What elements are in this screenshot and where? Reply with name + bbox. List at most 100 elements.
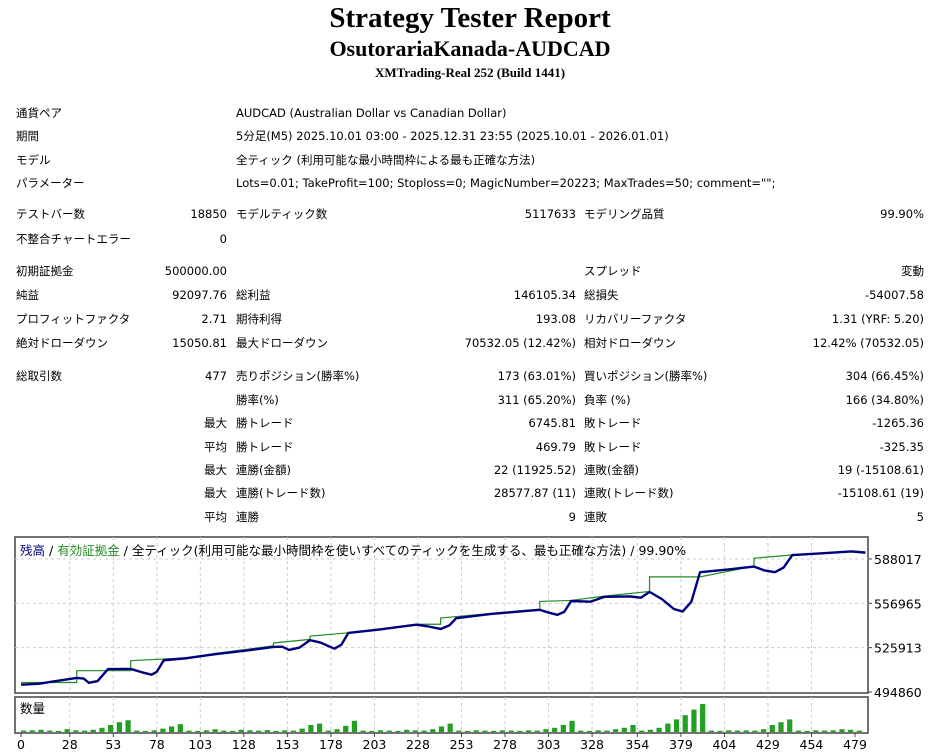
legend-separator: /	[626, 543, 639, 558]
volume-bar	[421, 730, 427, 732]
volume-bar	[351, 720, 358, 732]
volume-bar	[464, 730, 471, 732]
volume-bar	[430, 729, 436, 732]
x-tick-label: 354	[625, 737, 649, 752]
info-value: 全ティック (利用可能な最小時間枠による最も正確な方法)	[236, 153, 536, 167]
stat-label: モデリング品質	[584, 207, 665, 221]
stat-label: 負率 (%)	[584, 393, 631, 407]
volume-bar	[151, 730, 157, 732]
stat-value: 22 (11925.52)	[493, 463, 576, 477]
volume-bar	[856, 730, 862, 732]
stat-label: 絶対ドローダウン	[16, 336, 108, 350]
info-value: Lots=0.01; TakeProfit=100; Stoploss=0; M…	[236, 176, 776, 190]
volume-bar	[160, 728, 166, 732]
balance-chart: 0 28 53 78 103 128 153 178 203 228 253 278 303 328 354…	[14, 536, 922, 752]
stat-value: 311 (65.20%)	[497, 393, 576, 407]
stat-label: 買いポジション(勝率%)	[584, 369, 708, 383]
volume-bar	[29, 730, 35, 732]
volume-bar	[334, 729, 340, 732]
volume-bar	[108, 725, 114, 732]
volume-label: 数量	[20, 701, 45, 716]
info-value: 5分足(M5) 2025.10.01 03:00 - 2025.12.31 23…	[236, 129, 669, 143]
volume-bar	[578, 730, 584, 732]
volume-bar	[412, 730, 418, 732]
x-tick-label: 53	[105, 737, 121, 752]
stat-value: 平均	[204, 510, 227, 524]
volume-bar	[99, 727, 105, 732]
volume-bar	[125, 720, 131, 732]
volume-bar	[81, 730, 88, 732]
legend-balance: 残高	[20, 543, 46, 558]
volume-bar	[499, 730, 506, 732]
volume-bar	[264, 730, 270, 732]
stat-value: 0	[219, 232, 227, 246]
info-value: AUDCAD (Australian Dollar vs Canadian Do…	[236, 106, 507, 120]
stat-label: テストバー数	[16, 207, 85, 221]
legend-model: 全ティック(利用可能な最小時間枠を使いすべてのティックを生成する、最も正確な方法…	[131, 543, 627, 558]
stat-value: 5	[916, 510, 924, 524]
volume-bar	[404, 729, 410, 732]
volume-bar	[229, 730, 236, 732]
volume-bar	[369, 730, 375, 732]
balance-line	[20, 550, 866, 686]
x-tick-label: 228	[406, 737, 430, 752]
stat-value: 166 (34.80%)	[845, 393, 924, 407]
info-label: モデル	[16, 153, 51, 167]
stat-label: スプレッド	[584, 264, 642, 278]
volume-bar	[482, 730, 488, 732]
stat-value: 92097.76	[172, 288, 227, 302]
volume-bar	[438, 726, 445, 732]
stat-label: 連勝(トレード数)	[236, 486, 326, 500]
report-subtitle: OsutorariaKanada-AUDCAD	[329, 36, 611, 61]
volume-bar	[203, 730, 210, 732]
volume-bar	[473, 730, 479, 732]
legend-quality: 99.90%	[638, 543, 687, 558]
volume-bar	[186, 730, 192, 732]
info-label: 通貨ペア	[16, 106, 62, 120]
volume-bar	[299, 728, 305, 732]
volume-bar	[221, 730, 227, 732]
volume-bar	[534, 730, 540, 732]
volume-bar	[55, 730, 62, 732]
stat-label: 初期証拠金	[16, 264, 74, 278]
stat-label: 勝トレード	[236, 416, 294, 430]
volume-bar	[343, 725, 349, 732]
y-tick-label: 556965	[874, 596, 922, 611]
stat-label: 総利益	[236, 288, 271, 302]
stat-label: 相対ドローダウン	[584, 336, 676, 350]
stat-label: リカバリーファクタ	[584, 312, 687, 326]
volume-bar	[743, 730, 749, 732]
x-tick-label: 103	[188, 737, 212, 752]
equity-line	[21, 550, 866, 684]
x-tick-label: 28	[62, 737, 78, 752]
x-tick-label: 379	[669, 737, 693, 752]
stat-value: 28577.87 (11)	[493, 486, 576, 500]
y-tick-label: 525913	[874, 641, 922, 656]
volume-bar	[700, 704, 706, 732]
stat-value: 19 (-15108.61)	[837, 463, 924, 477]
stat-label: 勝トレード	[236, 440, 294, 454]
volume-bar	[630, 725, 636, 732]
stat-value: 6745.81	[528, 416, 576, 430]
volume-bar	[586, 730, 593, 732]
volume-bar	[639, 730, 645, 732]
y-tick-label: 494860	[874, 685, 922, 700]
volume-bar	[386, 730, 392, 732]
stat-value: 最大	[204, 463, 227, 477]
stat-label: 不整合チャートエラー	[16, 232, 131, 246]
stat-value: 500000.00	[164, 264, 227, 278]
volume-bar	[508, 730, 514, 732]
stat-label: 連勝(金額)	[236, 463, 291, 477]
plot-frame	[14, 536, 869, 694]
stat-label: 連敗	[584, 510, 607, 524]
volume-bar	[282, 730, 288, 732]
volume-bar	[569, 720, 575, 732]
stat-value: 2.71	[201, 312, 227, 326]
x-tick-label: 429	[756, 737, 780, 752]
stat-value: 15050.81	[172, 336, 227, 350]
volume-bar	[525, 730, 532, 732]
volume-bar	[142, 730, 149, 732]
x-tick-label: 404	[712, 737, 736, 752]
volume-bar	[456, 730, 462, 732]
stat-value: 18850	[190, 207, 227, 221]
